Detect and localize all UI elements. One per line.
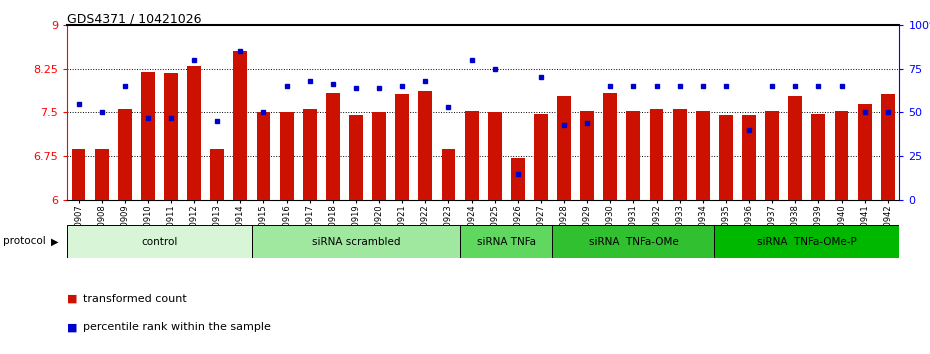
Bar (812, 114, 825, 200)
Bar (552, 225, 714, 258)
Text: protocol: protocol (3, 236, 46, 246)
Bar (557, 96, 571, 200)
Text: siRNA scrambled: siRNA scrambled (312, 236, 400, 247)
Bar (303, 109, 316, 200)
Bar (465, 111, 479, 200)
Bar (534, 114, 548, 200)
Bar (118, 109, 132, 200)
Text: ■: ■ (67, 322, 77, 332)
Bar (187, 66, 201, 200)
Bar (395, 94, 409, 200)
Bar (742, 115, 756, 200)
Bar (141, 72, 154, 200)
Bar (72, 149, 86, 200)
Bar (765, 111, 779, 200)
Bar (280, 113, 294, 200)
Text: ▶: ▶ (51, 236, 59, 246)
Text: percentile rank within the sample: percentile rank within the sample (83, 322, 271, 332)
Bar (372, 113, 386, 200)
Bar (857, 104, 871, 200)
Bar (834, 111, 848, 200)
Bar (672, 109, 686, 200)
Bar (627, 111, 641, 200)
Bar (418, 91, 432, 200)
Bar (67, 225, 252, 258)
Bar (649, 109, 663, 200)
Bar (604, 92, 618, 200)
Text: siRNA  TNFa-OMe: siRNA TNFa-OMe (589, 236, 678, 247)
Text: GDS4371 / 10421026: GDS4371 / 10421026 (67, 12, 202, 25)
Bar (164, 73, 178, 200)
Bar (460, 225, 552, 258)
Bar (252, 225, 460, 258)
Bar (719, 115, 733, 200)
Bar (789, 96, 803, 200)
Bar (349, 115, 363, 200)
Bar (487, 113, 501, 200)
Bar (881, 94, 895, 200)
Bar (95, 149, 109, 200)
Bar (326, 93, 339, 200)
Text: transformed count: transformed count (83, 294, 187, 304)
Bar (210, 149, 224, 200)
Bar (580, 111, 594, 200)
Text: control: control (141, 236, 178, 247)
Text: ■: ■ (67, 294, 77, 304)
Bar (257, 113, 271, 200)
Text: siRNA TNFa: siRNA TNFa (477, 236, 536, 247)
Bar (714, 225, 899, 258)
Bar (442, 149, 456, 200)
Text: siRNA  TNFa-OMe-P: siRNA TNFa-OMe-P (757, 236, 857, 247)
Bar (696, 111, 710, 200)
Bar (233, 51, 247, 200)
Bar (511, 158, 525, 200)
